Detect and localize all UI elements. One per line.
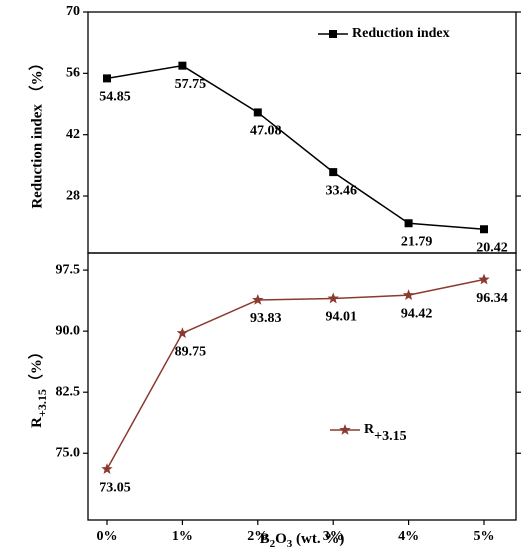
data-label: 96.34 [476, 291, 508, 306]
data-label: 94.42 [401, 306, 433, 321]
data-label: 54.85 [99, 90, 131, 105]
marker [101, 463, 113, 474]
marker [252, 294, 264, 305]
x-tick-label: 5% [474, 529, 495, 544]
marker [480, 225, 488, 234]
x-label-mid: O [275, 531, 287, 547]
x-tick-label: 4% [398, 529, 419, 544]
data-label: 57.75 [175, 77, 207, 92]
y-tick-label: 42 [66, 127, 80, 142]
data-label: 33.46 [325, 183, 357, 198]
data-label: 21.79 [401, 234, 433, 249]
y-tick-label: 97.5 [56, 262, 81, 277]
data-label: 20.42 [476, 240, 508, 255]
marker [329, 168, 338, 177]
y-tick-label: 90.0 [56, 323, 81, 338]
x-label: B2O3 (wt. %) [260, 531, 345, 549]
x-label-main: B [260, 531, 270, 547]
x-tick-label: 2% [247, 529, 268, 544]
series-line [106, 278, 485, 470]
top-panel-frame [87, 11, 517, 254]
data-label: 73.05 [99, 480, 131, 495]
x-tick-label: 0% [97, 529, 118, 544]
marker [478, 273, 490, 285]
x-tick-label: 1% [172, 529, 193, 544]
x-label-rest: (wt. %) [292, 531, 344, 547]
top-y-label: Reduction index （%） [27, 55, 45, 208]
y-label-main: R [29, 417, 45, 428]
y-tick-label: 82.5 [56, 384, 81, 399]
y-tick-label: 70 [66, 4, 80, 19]
x-label-sub2: 3 [287, 538, 293, 550]
legend-label: R+3.15 [364, 422, 407, 444]
marker [176, 327, 189, 338]
marker [402, 289, 415, 300]
y-label-sub: +3.15 [35, 389, 49, 417]
y-tick-label: 56 [66, 66, 80, 81]
legend-name-sub: +3.15 [374, 429, 406, 444]
data-label: 93.83 [250, 311, 282, 326]
marker [327, 292, 339, 304]
y-label-unit: （%） [27, 344, 45, 389]
data-label: 89.75 [175, 344, 207, 359]
marker [103, 74, 111, 83]
legend-name: Reduction index [352, 26, 450, 41]
series-line [106, 64, 485, 230]
marker [404, 219, 413, 228]
x-label-sub1: 2 [270, 538, 276, 550]
legend-marker [329, 30, 337, 38]
y-tick-label: 28 [66, 188, 80, 203]
legend-marker [339, 424, 351, 435]
legend-name: R [364, 422, 375, 437]
data-label: 94.01 [325, 310, 357, 325]
marker [253, 108, 262, 117]
bottom-y-label: R+3.15（%） [27, 344, 48, 428]
y-tick-label: 75.0 [56, 445, 81, 460]
x-tick-label: 3% [323, 529, 344, 544]
bottom-panel-frame [87, 252, 517, 521]
legend-label: Reduction index [352, 26, 450, 41]
marker [178, 61, 187, 70]
data-label: 47.08 [250, 124, 282, 139]
